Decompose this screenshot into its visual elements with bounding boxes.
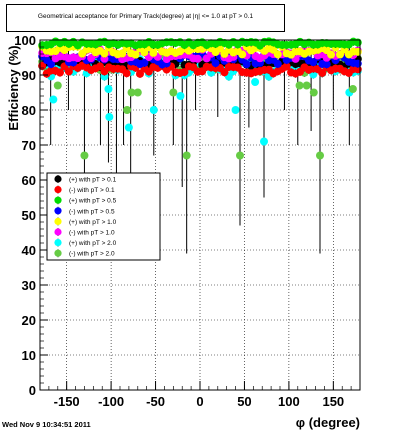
outlier-point xyxy=(251,78,260,86)
data-points xyxy=(38,37,362,160)
point-4 xyxy=(149,48,158,57)
y-tick-label: 50 xyxy=(22,208,36,223)
y-tick-label: 20 xyxy=(22,313,36,328)
outlier-point xyxy=(231,106,240,114)
legend-label: (-) with pT > 2.0 xyxy=(69,251,115,258)
outlier-point xyxy=(123,106,132,114)
point-1 xyxy=(136,69,144,78)
x-tick-label: -100 xyxy=(98,394,124,409)
legend-marker xyxy=(54,175,62,183)
legend-marker xyxy=(54,217,62,225)
outlier-point xyxy=(133,88,142,97)
chart-title: Geometrical acceptance for Primary Track… xyxy=(37,13,254,20)
legend-marker xyxy=(54,186,62,194)
x-tick-label: 100 xyxy=(278,394,300,409)
y-axis-label: Efficiency (%) xyxy=(6,45,21,130)
x-tick-label: 150 xyxy=(322,394,344,409)
legend-marker xyxy=(54,239,62,247)
outlier-point xyxy=(53,81,62,90)
outlier-point xyxy=(295,81,304,90)
x-axis-label: φ (degree) xyxy=(296,415,360,430)
point-1 xyxy=(282,62,291,71)
outlier-point xyxy=(105,113,114,121)
point-1 xyxy=(220,68,229,77)
y-tick-label: 100 xyxy=(14,33,36,48)
point-1 xyxy=(180,68,189,77)
point-4 xyxy=(131,50,140,59)
outlier-point xyxy=(169,88,178,97)
footer-timestamp: Wed Nov 9 10:34:51 2011 xyxy=(2,420,91,429)
point-3 xyxy=(140,58,149,67)
y-tick-label: 30 xyxy=(22,278,36,293)
y-tick-label: 60 xyxy=(22,173,36,188)
y-tick-label: 90 xyxy=(22,68,36,83)
y-tick-label: 0 xyxy=(29,383,36,398)
point-3 xyxy=(353,59,362,68)
outlier-point xyxy=(49,95,58,104)
legend-marker xyxy=(54,207,62,215)
legend-label: (-) with pT > 1.0 xyxy=(69,230,115,237)
legend-marker xyxy=(54,249,62,257)
point-1 xyxy=(318,68,327,77)
point-4 xyxy=(353,47,362,56)
outlier-point xyxy=(236,151,244,160)
point-4 xyxy=(327,50,336,59)
legend-label: (-) with pT > 0.1 xyxy=(69,187,115,194)
outlier-point xyxy=(316,151,324,160)
outlier-point xyxy=(149,106,158,114)
y-tick-label: 10 xyxy=(22,348,36,363)
point-4 xyxy=(118,49,127,58)
point-3 xyxy=(273,59,282,68)
y-tick-label: 80 xyxy=(22,103,36,118)
outlier-point xyxy=(124,123,133,132)
legend-label: (+) with pT > 0.1 xyxy=(69,177,117,184)
legend-label: (+) with pT > 0.5 xyxy=(69,198,117,205)
outlier-point xyxy=(309,88,318,97)
y-tick-label: 70 xyxy=(22,138,36,153)
legend-label: (+) with pT > 2.0 xyxy=(69,240,117,247)
outlier-point xyxy=(260,137,268,146)
outlier-point xyxy=(127,88,136,97)
legend-box xyxy=(46,172,161,261)
chart-title-box: Geometrical acceptance for Primary Track… xyxy=(6,4,285,32)
x-tick-label: -50 xyxy=(146,394,165,409)
point-3 xyxy=(47,60,56,69)
legend-label: (-) with pT > 0.5 xyxy=(69,208,115,215)
outlier-point xyxy=(302,81,311,90)
point-3 xyxy=(242,60,251,69)
point-4 xyxy=(100,49,109,58)
legend-label: (+) with pT > 1.0 xyxy=(69,219,117,226)
outlier-point xyxy=(182,151,191,160)
point-4 xyxy=(238,50,247,59)
legend-marker xyxy=(54,196,62,204)
point-4 xyxy=(273,50,282,59)
x-tick-label: 50 xyxy=(237,394,251,409)
outlier-point xyxy=(176,92,185,100)
outlier-point xyxy=(80,151,89,160)
point-5 xyxy=(193,54,202,63)
point-1 xyxy=(122,69,131,78)
x-tick-label: -150 xyxy=(54,394,80,409)
y-tick-label: 40 xyxy=(22,243,36,258)
axis-ticks: 0 10 20 30 40 50 60 70 80 90 100 -150 -100 -50 0 50 100 1… xyxy=(14,33,361,409)
legend-marker xyxy=(54,228,62,236)
point-3 xyxy=(322,60,331,69)
legend: (+) with pT > 0.1 (-) with pT > 0.1 (+) wi… xyxy=(46,172,161,261)
outlier-point xyxy=(104,85,113,93)
point-3 xyxy=(211,59,220,68)
point-1 xyxy=(56,68,64,77)
point-1 xyxy=(64,67,73,76)
point-3 xyxy=(309,58,318,67)
outlier-point xyxy=(348,85,357,93)
x-tick-label: 0 xyxy=(196,394,203,409)
